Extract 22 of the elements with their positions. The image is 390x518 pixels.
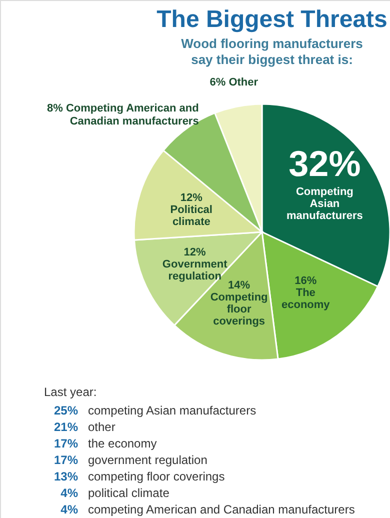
data-label: 12%	[184, 246, 206, 259]
slice-label: The economy	[281, 287, 331, 312]
data-label: 12%	[180, 192, 203, 204]
text: 13% competing floor coverings	[54, 470, 225, 484]
chart-title: The Biggest Threats	[156, 6, 388, 33]
slice-label: Political climate	[170, 204, 212, 228]
data-label: 14%	[228, 280, 250, 292]
text: 21% other	[54, 420, 116, 434]
text: Last year:	[44, 385, 97, 399]
slice-label: Competing floor coverings	[210, 292, 268, 328]
slice-label: Government regulation	[162, 258, 228, 283]
slice-label: Competing Asian manufacturers	[286, 186, 363, 222]
data-label: 32%	[288, 143, 361, 184]
text: 25% competing Asian manufacturers	[54, 404, 256, 418]
text: 4% political climate	[60, 486, 170, 500]
data-label: 16%	[294, 275, 317, 288]
text: 17% the economy	[54, 436, 157, 450]
slice-label: 6% Other	[210, 76, 259, 89]
text: 17% government regulation	[54, 453, 208, 467]
text: 4% competing American and Canadian manufacturers	[60, 502, 355, 516]
slice-label: 8% Competing American and Canadian manufacturers	[47, 102, 199, 128]
chart-subtitle: Wood flooring manufacturers say their biggest threat is:	[181, 36, 363, 67]
